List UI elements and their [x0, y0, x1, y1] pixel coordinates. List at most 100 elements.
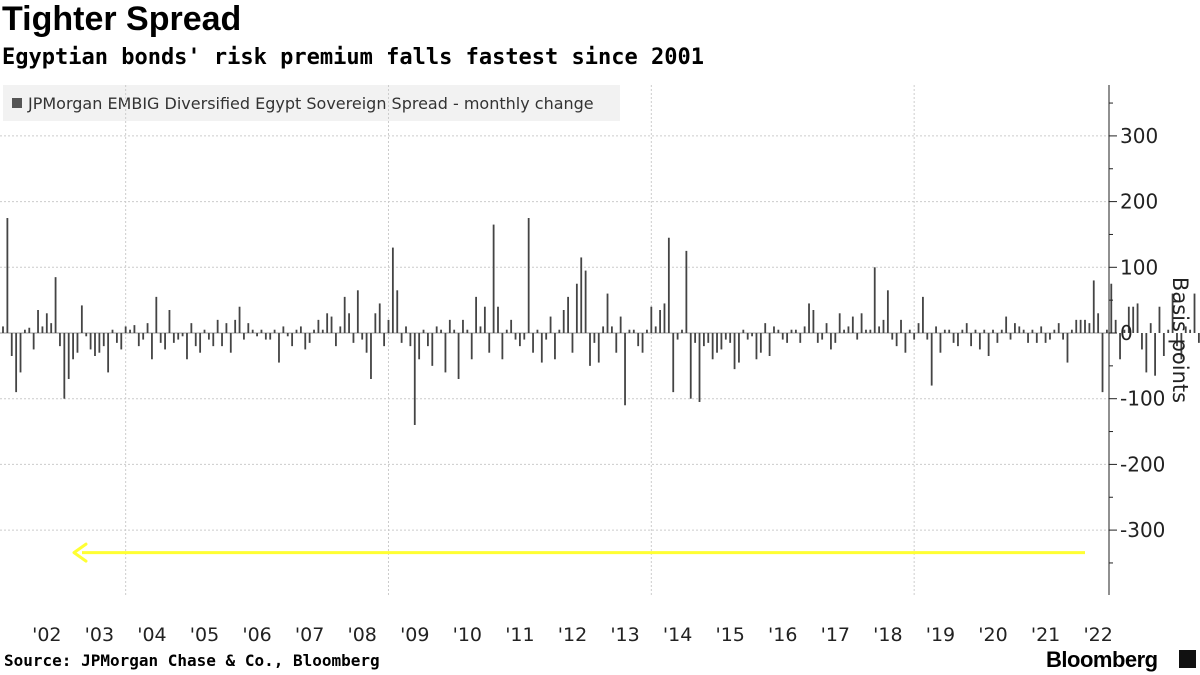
bar [383, 333, 386, 347]
arrow-head [72, 542, 88, 563]
bar [759, 333, 762, 353]
bar [409, 333, 412, 347]
bar [987, 333, 990, 356]
bar [672, 333, 675, 393]
bar [830, 333, 832, 350]
bar [107, 333, 110, 373]
bar [28, 327, 31, 333]
x-tick-label: '20 [978, 624, 1007, 646]
bar [650, 306, 653, 333]
bar [479, 326, 482, 333]
x-tick-label: '16 [768, 624, 797, 646]
bar [313, 329, 315, 333]
bar [746, 333, 749, 340]
bar [1062, 333, 1064, 340]
bar [98, 333, 101, 353]
x-tick-label: '21 [1031, 624, 1060, 646]
bar [181, 333, 184, 337]
bar [799, 333, 802, 343]
x-tick-label: '22 [1083, 624, 1112, 646]
bar [584, 270, 587, 333]
bar [611, 326, 613, 333]
bar [935, 326, 937, 333]
bar [505, 329, 508, 333]
bar [405, 326, 407, 333]
bar [295, 329, 298, 333]
bar [488, 333, 491, 353]
bar [851, 316, 854, 333]
bar [882, 319, 885, 333]
bar [317, 319, 320, 333]
bar [1031, 329, 1034, 333]
bar [992, 329, 994, 333]
bar [1084, 319, 1086, 333]
bar [304, 333, 307, 350]
bar [330, 316, 333, 333]
bar [501, 333, 504, 360]
bar [1092, 280, 1095, 333]
bar [843, 329, 845, 333]
bar [234, 319, 237, 333]
bar [435, 326, 438, 333]
bar [562, 310, 565, 333]
bar [216, 319, 219, 333]
bar [707, 333, 710, 343]
y-axis: 300 200 100 0 -100 -200 -300 [1108, 85, 1165, 595]
bar [540, 333, 543, 363]
bar [2, 326, 4, 333]
bar [492, 224, 495, 333]
bar [558, 329, 561, 333]
bar [396, 290, 399, 333]
y-tick-label: -300 [1120, 518, 1165, 542]
bar [448, 319, 451, 333]
legend-swatch [12, 98, 22, 108]
bar [1158, 306, 1161, 333]
bar [970, 333, 973, 347]
bar [554, 333, 556, 360]
bar [1171, 293, 1174, 333]
y-tick-label: 0 [1120, 321, 1133, 345]
bar [497, 306, 499, 333]
bar [462, 319, 464, 333]
bar [1154, 333, 1156, 376]
bar [41, 326, 44, 333]
bar [1022, 329, 1025, 333]
y-tick-label: -100 [1120, 387, 1165, 411]
bar [667, 237, 670, 334]
bar [908, 329, 911, 333]
bar [172, 333, 175, 343]
bar [637, 333, 640, 347]
bar [365, 333, 368, 353]
bar [1119, 333, 1121, 360]
bar [628, 329, 631, 333]
bar [1044, 333, 1047, 343]
bar [711, 333, 714, 360]
bar [37, 310, 39, 333]
x-tick-label: '19 [926, 624, 955, 646]
bar [825, 323, 828, 333]
bar [869, 329, 872, 333]
bar [247, 323, 250, 333]
bar [264, 333, 267, 340]
x-tick-label: '04 [137, 624, 166, 646]
bar [1027, 333, 1029, 343]
y-axis-label-wrap: Basis points [1160, 265, 1200, 415]
bar [965, 323, 968, 333]
bar [900, 319, 902, 333]
bar [948, 329, 951, 333]
bar [72, 333, 74, 360]
bar [939, 333, 942, 353]
bar [860, 313, 863, 333]
x-tick-label: '02 [32, 624, 61, 646]
bar [1127, 306, 1130, 333]
bar [440, 329, 442, 333]
bar [282, 326, 285, 333]
bar [1162, 333, 1165, 356]
chart-legend: JPMorgan EMBIG Diversified Egypt Soverei… [3, 85, 620, 121]
bar [738, 333, 740, 363]
bar [54, 277, 57, 333]
x-tick-label: '12 [558, 624, 587, 646]
bar [286, 333, 289, 337]
bar [1018, 326, 1021, 333]
bar [527, 218, 530, 333]
